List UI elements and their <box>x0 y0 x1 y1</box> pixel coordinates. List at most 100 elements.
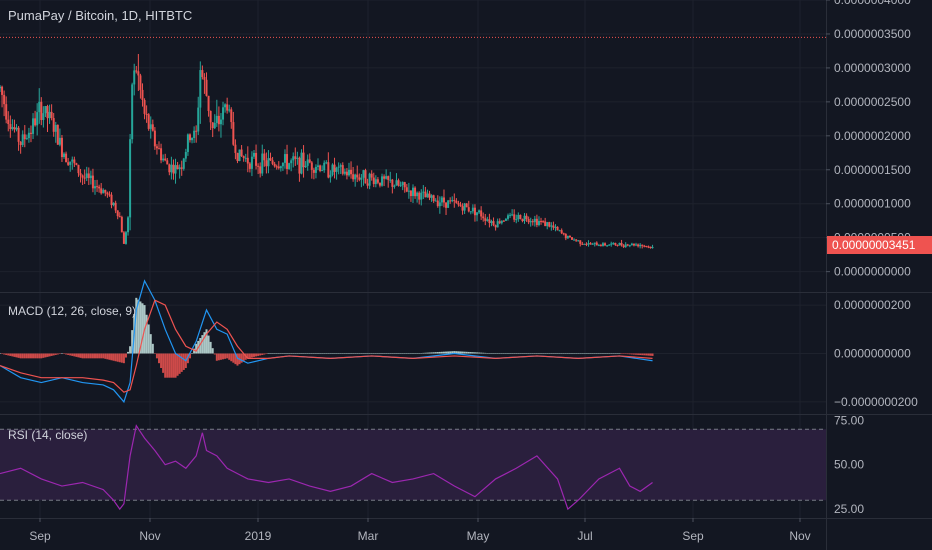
macd-histogram-bar <box>442 351 445 354</box>
y-tick-label: 0.0000001500 <box>834 163 911 177</box>
macd-histogram-bar <box>257 353 260 356</box>
macd-histogram-bar <box>11 353 14 357</box>
candle-body <box>573 239 576 241</box>
macd-histogram-bar <box>564 353 567 354</box>
candle-body <box>500 220 503 224</box>
macd-histogram-bar <box>645 353 648 356</box>
candle-body <box>637 244 640 247</box>
candle-body <box>647 246 650 248</box>
macd-histogram-bar <box>209 341 212 354</box>
macd-histogram-bar <box>399 353 402 354</box>
macd-histogram-bar <box>506 353 509 354</box>
candle-body <box>434 200 437 202</box>
candle-body <box>321 170 324 172</box>
macd-histogram-bar <box>98 353 101 359</box>
macd-histogram-bar <box>632 353 635 355</box>
macd-histogram-bar <box>281 353 284 354</box>
macd-histogram-bar <box>122 353 125 364</box>
macd-histogram-bar <box>432 352 435 354</box>
candle-body <box>385 176 388 179</box>
macd-histogram-bar <box>482 352 485 354</box>
macd-histogram-bar <box>44 353 47 358</box>
candle-body <box>106 192 109 195</box>
candle-body <box>540 220 543 222</box>
macd-histogram-bar <box>575 353 578 354</box>
candle-body <box>42 113 45 121</box>
candle-body <box>23 134 26 140</box>
macd-histogram-bar <box>426 352 429 354</box>
macd-histogram-bar <box>131 330 134 354</box>
macd-histogram-bar <box>38 353 41 359</box>
macd-histogram-bar <box>246 353 249 359</box>
candle-body <box>376 179 379 183</box>
macd-histogram-bar <box>401 353 404 354</box>
macd-histogram-bar <box>556 353 559 354</box>
macd-histogram-bar <box>542 353 545 354</box>
candle-body <box>110 194 113 206</box>
candle-body <box>180 167 183 169</box>
macd-histogram-bar <box>106 353 109 360</box>
macd-histogram-bar <box>191 353 194 354</box>
macd-histogram-bar <box>566 353 569 354</box>
macd-histogram-bar <box>420 353 423 354</box>
y-tick-label: 0.0000003500 <box>834 27 911 41</box>
macd-histogram-bar <box>587 353 590 354</box>
candle-body <box>389 179 392 181</box>
macd-histogram-bar <box>118 353 121 363</box>
candle-body <box>172 164 175 174</box>
macd-histogram-bar <box>459 351 462 354</box>
candle-body <box>19 141 22 145</box>
macd-histogram-bar <box>333 353 336 354</box>
macd-histogram-bar <box>265 353 268 354</box>
candle-body <box>222 107 225 120</box>
candle-body <box>558 230 561 232</box>
macd-histogram-bar <box>124 353 127 358</box>
macd-histogram-bar <box>641 353 644 356</box>
macd-histogram-bar <box>164 353 167 378</box>
candle-body <box>414 187 417 197</box>
candle-body <box>347 169 350 176</box>
candle-body <box>568 236 571 238</box>
macd-histogram-bar <box>385 353 388 354</box>
candle-body <box>108 194 111 196</box>
macd-histogram-bar <box>226 353 229 359</box>
candle-body <box>238 149 241 162</box>
macd-histogram-bar <box>630 353 633 355</box>
candle-body <box>135 70 138 72</box>
macd-histogram-bar <box>337 353 340 354</box>
candle-body <box>77 164 80 174</box>
candle-body <box>587 243 590 245</box>
macd-histogram-bar <box>473 352 476 354</box>
macd-histogram-bar <box>449 351 452 354</box>
macd-histogram-bar <box>298 353 301 354</box>
candle-body <box>155 146 158 149</box>
candle-body <box>63 153 66 158</box>
candle-body <box>288 163 291 169</box>
chart-title: PumaPay / Bitcoin, 1D, HITBTC <box>8 8 193 23</box>
candle-body <box>201 70 204 78</box>
macd-histogram-bar <box>352 353 355 354</box>
y-tick-label: 0.0000003000 <box>834 61 911 75</box>
macd-histogram-bar <box>533 353 536 354</box>
candle-body <box>620 242 623 246</box>
candle-body <box>118 216 121 218</box>
macd-histogram-bar <box>498 353 501 354</box>
candle-body <box>399 185 402 187</box>
candle-body <box>302 152 305 168</box>
x-tick-label: Mar <box>358 529 379 543</box>
macd-histogram-bar <box>467 351 470 354</box>
candle-body <box>27 132 30 139</box>
macd-histogram-bar <box>314 353 317 354</box>
macd-histogram-bar <box>422 352 425 354</box>
candle-body <box>193 130 196 138</box>
macd-histogram-bar <box>331 353 334 354</box>
y-tick-label: 0.0000004000 <box>834 0 911 7</box>
candle-body <box>160 148 163 161</box>
candle-body <box>463 203 466 211</box>
macd-histogram-bar <box>356 353 359 354</box>
macd-histogram-bar <box>205 329 208 354</box>
candle-body <box>426 193 429 198</box>
candle-body <box>21 134 24 145</box>
